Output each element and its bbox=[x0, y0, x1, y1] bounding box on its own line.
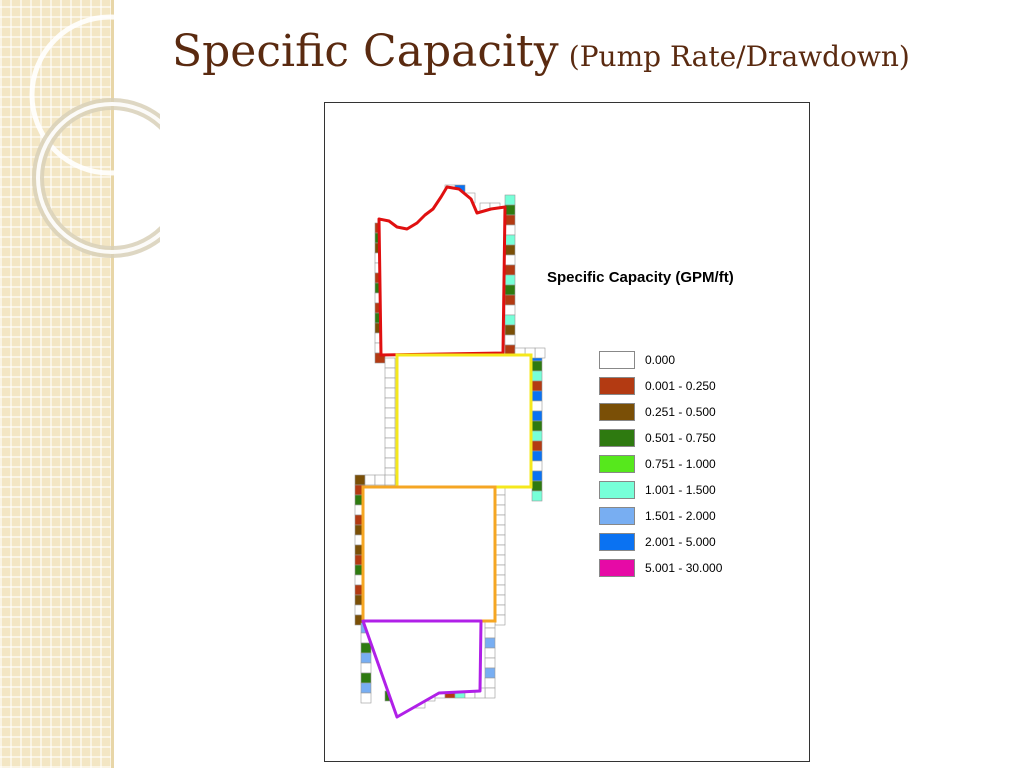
legend-item: 2.001 - 5.000 bbox=[599, 532, 722, 552]
zone-1-boundary bbox=[377, 185, 507, 357]
grid-cell bbox=[504, 324, 516, 336]
grid-cell bbox=[531, 450, 543, 462]
map-frame: Specific Capacity (GPM/ft) 0.000 0.001 - … bbox=[324, 102, 810, 762]
grid-cell bbox=[504, 274, 516, 286]
grid-cell bbox=[531, 420, 543, 432]
grid-cell bbox=[504, 304, 516, 316]
grid-cell bbox=[384, 427, 396, 439]
grid-cell bbox=[364, 474, 376, 486]
title-sub: (Pump Rate/Drawdown) bbox=[568, 40, 910, 73]
grid-cell bbox=[484, 637, 496, 649]
grid-cell bbox=[484, 657, 496, 669]
grid-cell bbox=[504, 244, 516, 256]
grid-cell bbox=[360, 682, 372, 694]
legend-item: 5.001 - 30.000 bbox=[599, 558, 722, 578]
grid-cell bbox=[360, 662, 372, 674]
legend-swatch bbox=[599, 507, 635, 525]
legend-item: 1.501 - 2.000 bbox=[599, 506, 722, 526]
grid-cell bbox=[531, 430, 543, 442]
legend-label: 0.501 - 0.750 bbox=[645, 431, 716, 445]
grid-cell bbox=[504, 214, 516, 226]
grid-cell bbox=[384, 437, 396, 449]
grid-cell bbox=[531, 390, 543, 402]
grid-cell bbox=[531, 470, 543, 482]
title-main: Specific Capacity bbox=[172, 26, 559, 77]
legend-label: 1.001 - 1.500 bbox=[645, 483, 716, 497]
grid-cell bbox=[504, 204, 516, 216]
grid-cell bbox=[484, 627, 496, 639]
grid-cell bbox=[531, 410, 543, 422]
specific-capacity-map bbox=[354, 184, 546, 719]
legend-swatch bbox=[599, 559, 635, 577]
legend-label: 0.251 - 0.500 bbox=[645, 405, 716, 419]
grid-cell bbox=[531, 380, 543, 392]
grid-cell bbox=[504, 234, 516, 246]
zone-3-boundary bbox=[361, 485, 497, 623]
legend-label: 0.001 - 0.250 bbox=[645, 379, 716, 393]
legend-swatch bbox=[599, 455, 635, 473]
grid-cell bbox=[360, 652, 372, 664]
grid-cell bbox=[534, 347, 546, 359]
grid-cell bbox=[531, 370, 543, 382]
grid-cell bbox=[354, 474, 366, 486]
grid-cell bbox=[531, 360, 543, 372]
grid-cell bbox=[384, 407, 396, 419]
decorative-rings bbox=[29, 14, 160, 258]
legend-item: 1.001 - 1.500 bbox=[599, 480, 722, 500]
legend-swatch bbox=[599, 429, 635, 447]
grid-cell bbox=[484, 687, 496, 699]
legend-item: 0.001 - 0.250 bbox=[599, 376, 722, 396]
grid-cell bbox=[504, 334, 516, 346]
grid-cell bbox=[484, 667, 496, 679]
legend-label: 5.001 - 30.000 bbox=[645, 561, 723, 575]
slide-title: Specific Capacity (Pump Rate/Drawdown) bbox=[172, 30, 910, 74]
grid-cell bbox=[384, 474, 396, 486]
grid-cell bbox=[504, 224, 516, 236]
grid-cell bbox=[374, 474, 386, 486]
legend-label: 0.000 bbox=[645, 353, 676, 367]
legend-swatch bbox=[599, 377, 635, 395]
grid-cell bbox=[360, 692, 372, 704]
grid-cell bbox=[484, 677, 496, 689]
legend-swatch bbox=[599, 533, 635, 551]
legend-item: 0.751 - 1.000 bbox=[599, 454, 722, 474]
grid-cell bbox=[384, 387, 396, 399]
grid-cell bbox=[384, 417, 396, 429]
legend-item: 0.000 bbox=[599, 350, 722, 370]
grid-cell bbox=[384, 397, 396, 409]
grid-cell bbox=[384, 377, 396, 389]
legend-label: 1.501 - 2.000 bbox=[645, 509, 716, 523]
grid-cell bbox=[504, 284, 516, 296]
grid-cell bbox=[504, 194, 516, 206]
legend-swatch bbox=[599, 403, 635, 421]
grid-cell bbox=[531, 490, 543, 502]
legend-label: 0.751 - 1.000 bbox=[645, 457, 716, 471]
grid-cell bbox=[531, 480, 543, 492]
grid-cell bbox=[360, 642, 372, 654]
grid-cell bbox=[384, 367, 396, 379]
zone-2-boundary bbox=[395, 353, 533, 489]
grid-cell bbox=[531, 460, 543, 472]
grid-cell bbox=[360, 672, 372, 684]
grid-cell bbox=[504, 264, 516, 276]
legend-item: 0.501 - 0.750 bbox=[599, 428, 722, 448]
grid-cell bbox=[504, 314, 516, 326]
legend-title: Specific Capacity (GPM/ft) bbox=[547, 269, 734, 286]
legend-item: 0.251 - 0.500 bbox=[599, 402, 722, 422]
grid-cell bbox=[484, 647, 496, 659]
grid-cell bbox=[504, 294, 516, 306]
zone-4-boundary bbox=[361, 619, 483, 719]
legend: 0.000 0.001 - 0.250 0.251 - 0.500 0.501 - 0… bbox=[599, 350, 722, 584]
grid-cell bbox=[504, 254, 516, 266]
legend-swatch bbox=[599, 351, 635, 369]
grid-cell bbox=[531, 440, 543, 452]
grid-cell bbox=[384, 447, 396, 459]
legend-label: 2.001 - 5.000 bbox=[645, 535, 716, 549]
legend-swatch bbox=[599, 481, 635, 499]
grid-cell bbox=[384, 457, 396, 469]
grid-cell bbox=[384, 357, 396, 369]
grid-cell bbox=[531, 400, 543, 412]
